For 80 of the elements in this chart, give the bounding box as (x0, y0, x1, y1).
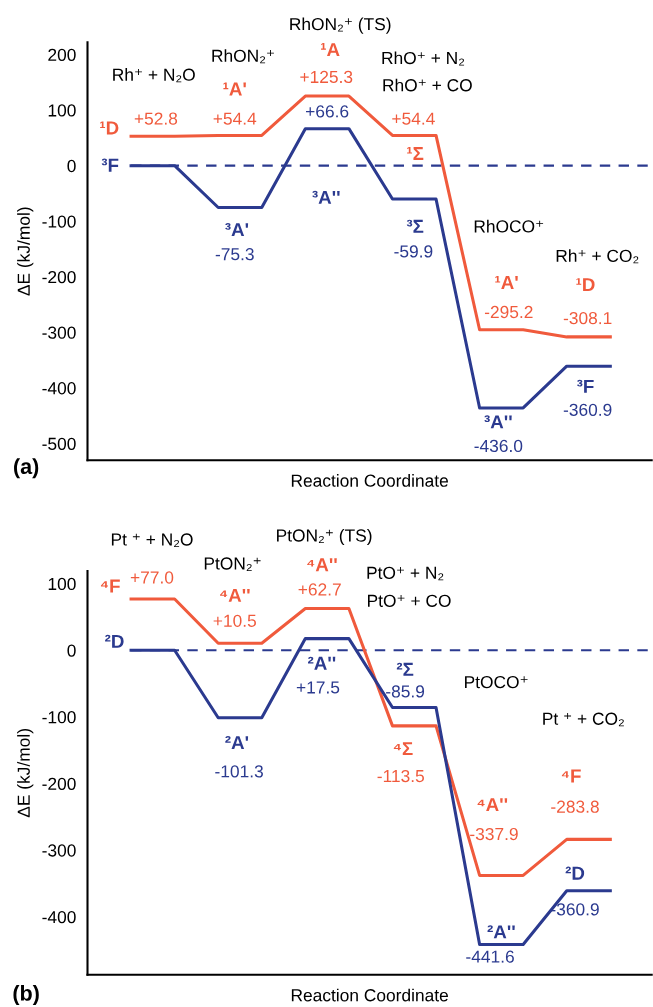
annotation: RhON₂⁺ (212, 49, 274, 64)
annotation: PtO⁺ + CO (368, 594, 451, 607)
data-label: +54.4 (213, 112, 257, 125)
y-tick-label: 200 (48, 48, 76, 61)
data-label: -85.9 (386, 685, 425, 698)
annotation: ⁴F (100, 579, 120, 593)
y-tick-label: 100 (48, 104, 76, 117)
x-axis-title: Reaction Coordinate (291, 474, 448, 487)
data-label: +54.4 (392, 112, 435, 125)
y-tick-label: -300 (42, 844, 76, 857)
data-label: -441.6 (466, 950, 514, 963)
annotation: ²A' (225, 736, 249, 750)
data-label: -283.8 (551, 800, 599, 813)
data-label: +125.3 (300, 70, 353, 84)
data-label: -295.2 (484, 305, 533, 319)
annotation: ³A' (225, 223, 249, 237)
annotation: ¹A' (223, 82, 246, 96)
data-label: -113.5 (377, 769, 424, 783)
annotation: Rh⁺ + N₂O (113, 68, 195, 83)
y-tick-label: 0 (67, 644, 76, 657)
annotation: ⁴A'' (307, 558, 337, 572)
data-label: -337.9 (470, 827, 518, 841)
y-tick-label: -200 (42, 270, 76, 284)
data-label: +52.8 (134, 112, 178, 125)
annotation: ²A'' (487, 925, 515, 939)
data-label: -59.9 (394, 245, 433, 258)
annotation: ³A'' (484, 415, 512, 429)
annotation: ⁴A'' (477, 798, 508, 812)
text: (a) (14, 458, 39, 479)
annotation: ²A'' (308, 656, 336, 670)
text: (b) (13, 984, 39, 1005)
annotation: ¹A (321, 43, 340, 57)
text: PtON₂⁺ (204, 557, 261, 571)
data-label: +66.6 (306, 105, 349, 118)
y-axis-title: ΔE (kJ/mol) (17, 729, 34, 818)
y-tick-label: -100 (42, 711, 76, 724)
x-axis-title: Reaction Coordinate (291, 988, 448, 1002)
y-tick-label: -300 (42, 326, 76, 339)
annotation: Pt ⁺ + CO₂ (543, 712, 624, 727)
annotation: ²D (565, 866, 585, 880)
y-axis-title: ΔE (kJ/mol) (17, 207, 34, 296)
annotation: RhO⁺ + CO (383, 78, 472, 92)
annotation: ⁴Σ (393, 742, 413, 756)
y-tick-label: -100 (42, 215, 76, 228)
annotation: ⁴A'' (220, 588, 250, 602)
y-tick-label: 0 (67, 159, 76, 173)
data-label: -436.0 (474, 439, 523, 453)
annotation: ³F (101, 158, 119, 172)
text: PtON₂⁺ (TS) (277, 528, 372, 546)
annotation: ¹A' (495, 275, 518, 289)
annotation: ²Σ (396, 662, 414, 676)
data-label: -308.1 (563, 311, 612, 325)
y-tick-label: -400 (42, 910, 76, 924)
data-label: -360.9 (563, 403, 612, 416)
y-tick-label: -500 (42, 437, 76, 450)
text: Pt ⁺ + N₂O (111, 533, 193, 547)
data-label: -360.9 (551, 903, 599, 916)
text: RhON₂⁺ (TS) (290, 17, 391, 34)
data-label: +17.5 (296, 681, 340, 694)
y-tick-label: -400 (42, 382, 76, 395)
data-label: +62.7 (298, 583, 341, 596)
annotation: PtOCO⁺ (465, 675, 528, 689)
annotation: ³F (577, 379, 594, 393)
annotation: RhOCO⁺ (474, 219, 544, 233)
data-label: +77.0 (130, 571, 174, 584)
y-tick-label: -200 (42, 777, 76, 790)
annotation: RhO⁺ + N₂ (382, 51, 465, 66)
annotation: ³Σ (406, 219, 424, 233)
data-label: -75.3 (215, 248, 254, 261)
y-tick-label: 100 (48, 577, 76, 591)
annotation: ²D (105, 634, 124, 648)
annotation: ³A'' (312, 190, 340, 204)
data-label: -101.3 (215, 765, 263, 778)
annotation: ¹Σ (407, 147, 424, 160)
annotation: Rh⁺ + CO₂ (556, 249, 639, 264)
annotation: ¹D (576, 278, 595, 292)
annotation: ¹D (100, 121, 119, 135)
annotation: PtO⁺ + N₂ (367, 566, 444, 581)
annotation: ⁴F (561, 769, 581, 783)
data-label: +10.5 (213, 614, 256, 627)
